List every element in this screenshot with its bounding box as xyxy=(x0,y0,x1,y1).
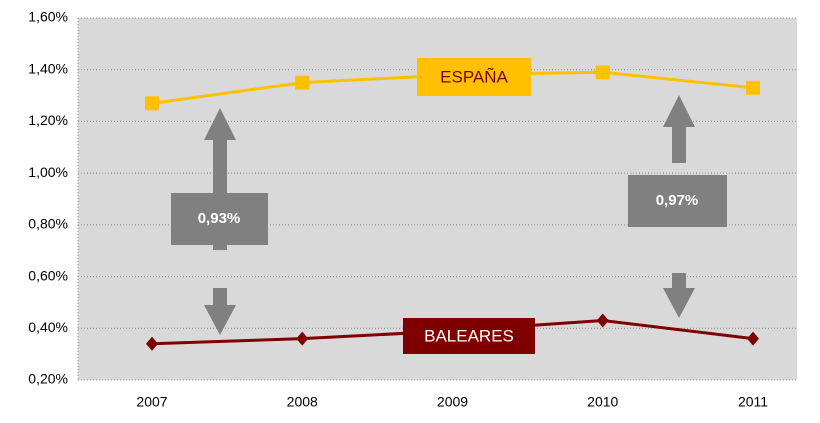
y-tick-label: 0,20% xyxy=(28,371,68,387)
y-tick-label: 1,20% xyxy=(28,112,68,128)
legend-label: ESPAÑA xyxy=(440,67,508,86)
marker xyxy=(145,96,159,111)
y-tick-label: 0,60% xyxy=(28,267,68,283)
arrow-up xyxy=(663,95,695,163)
arrow-up xyxy=(204,108,236,250)
x-tick-label: 2011 xyxy=(738,394,768,410)
x-tick-label: 2007 xyxy=(136,394,167,410)
annotation-box xyxy=(171,193,268,245)
marker xyxy=(296,331,309,346)
legend-label: BALEARES xyxy=(424,326,514,345)
marker xyxy=(595,65,610,80)
annotation: 0,93% xyxy=(198,210,241,227)
x-tick-label: 2008 xyxy=(287,394,318,410)
marker xyxy=(596,313,609,328)
arrow-down xyxy=(663,273,695,318)
y-tick-label: 1,60% xyxy=(28,9,68,25)
legend-box xyxy=(403,318,535,354)
y-tick-label: 0,40% xyxy=(28,319,68,335)
x-tick-label: 2010 xyxy=(587,394,618,410)
annotation: 0,97% xyxy=(656,192,699,209)
y-tick-label: 0,80% xyxy=(28,216,68,232)
arrow-down xyxy=(204,288,236,335)
marker xyxy=(295,75,310,90)
marker xyxy=(146,336,158,351)
arrows xyxy=(171,95,727,335)
x-tick-label: 2009 xyxy=(437,394,468,410)
y-tick-label: 1,00% xyxy=(28,164,68,180)
y-tick-label: 1,40% xyxy=(28,60,68,76)
marker xyxy=(746,80,760,95)
marker xyxy=(747,331,759,346)
legend-box xyxy=(417,58,531,96)
annotation-box xyxy=(628,175,727,227)
